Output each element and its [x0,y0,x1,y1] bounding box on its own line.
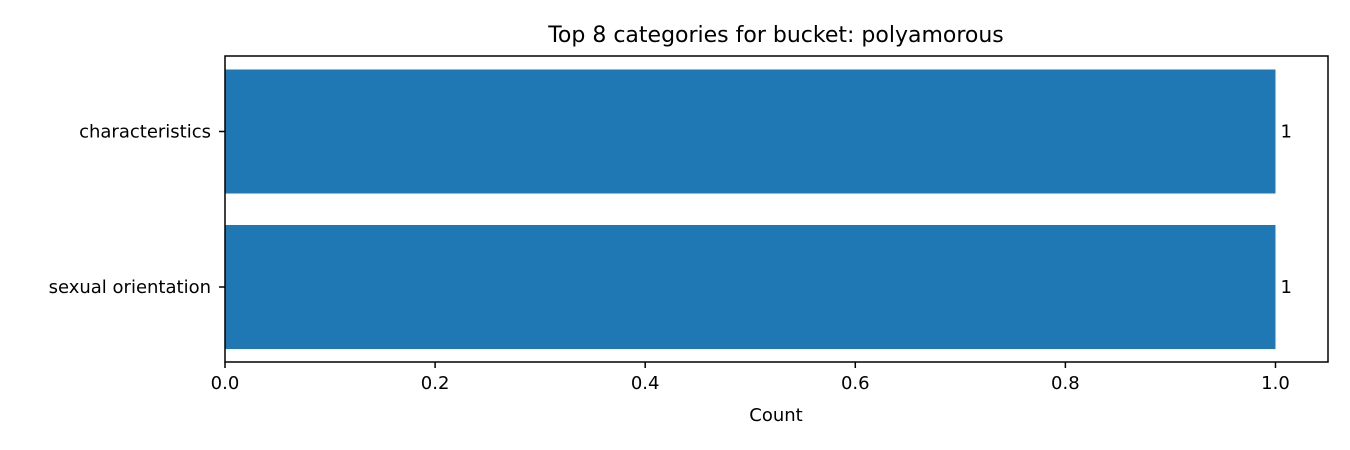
x-tick-label: 0.8 [1051,373,1080,394]
x-tick-label: 1.0 [1261,373,1290,394]
bar-value-label: 1 [1280,122,1291,143]
bar [225,69,1276,194]
ticks-layer: characteristics sexual orientation 0.0 0.2 0… [49,122,1290,395]
chart-title: Top 8 categories for bucket: polyamorous [547,23,1004,48]
x-tick-label: 0.6 [841,373,870,394]
x-tick-label: 0.2 [421,373,450,394]
bars-layer: 11 [225,69,1292,349]
x-tick-label: 0.4 [631,373,660,394]
x-tick-label: 0.0 [211,373,240,394]
y-tick-label: sexual orientation [49,277,211,298]
plot-frame [224,55,1329,363]
bar [225,225,1276,349]
bar-value-label: 1 [1280,277,1291,298]
y-tick-label: characteristics [79,122,211,143]
x-axis-label: Count [749,405,802,426]
